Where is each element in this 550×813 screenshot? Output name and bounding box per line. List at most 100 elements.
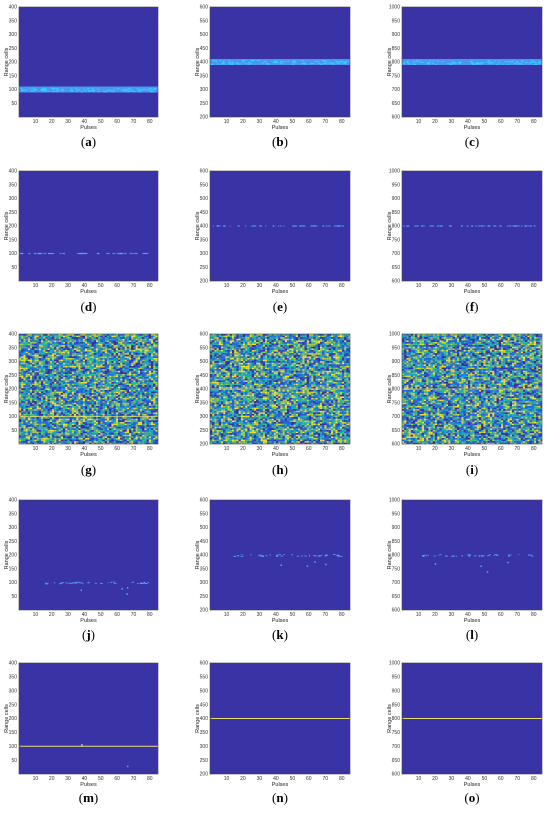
heatmap-cell: [104, 342, 107, 344]
heatmap-cell: [124, 378, 127, 381]
heatmap-cell: [27, 388, 30, 390]
heatmap-cell: [137, 354, 140, 357]
heatmap-cell: [54, 396, 57, 398]
heatmap-cell: [65, 358, 68, 360]
heatmap-cell: [96, 386, 99, 389]
heatmap-cell: [126, 394, 129, 397]
heatmap-cell: [52, 383, 55, 386]
heatmap-cell: [155, 334, 158, 336]
heatmap-cell: [45, 356, 48, 358]
heatmap-cell: [36, 430, 39, 432]
heatmap-cell: [155, 374, 158, 376]
heatmap-cell: [23, 425, 26, 427]
heatmap-cell: [144, 375, 147, 378]
heatmap-cell: [135, 430, 138, 432]
heatmap-cell: [47, 358, 50, 360]
heatmap-cell: [78, 385, 81, 387]
heatmap-cell: [98, 439, 101, 442]
heatmap-cell: [236, 63, 239, 65]
heatmap-cell: [140, 353, 143, 355]
heatmap-cell: [115, 362, 118, 365]
heatmap-cell: [151, 370, 154, 373]
heatmap-cell: [140, 438, 143, 440]
heatmap-cell: [118, 366, 121, 368]
heatmap-cell: [109, 377, 112, 379]
heatmap-cell: [49, 362, 52, 365]
heatmap-cell: [137, 425, 140, 427]
heatmap-cell: [126, 346, 129, 349]
heatmap-cell: [155, 399, 158, 402]
heatmap-cell: [87, 342, 90, 344]
heatmap-cell: [60, 399, 63, 402]
heatmap-cell: [25, 377, 28, 379]
heatmap-cell: [49, 420, 52, 422]
heatmap-cell: [60, 401, 63, 403]
heatmap-cell: [126, 361, 129, 363]
heatmap-cell: [91, 406, 94, 408]
heatmap-cell: [71, 383, 74, 386]
heatmap-cell: [30, 378, 33, 381]
heatmap-cell: [222, 63, 225, 65]
heatmap-cell: [129, 351, 132, 354]
heatmap-cell: [21, 396, 24, 398]
heatmap-cell: [113, 439, 116, 442]
heatmap-cell: [118, 441, 121, 443]
heatmap-cell: [58, 377, 61, 379]
heatmap-cell: [25, 374, 28, 376]
heatmap-cell: [23, 439, 26, 442]
heatmap-cell: [69, 375, 72, 378]
heatmap-cell: [124, 382, 127, 384]
heatmap-cell: [135, 417, 138, 419]
heatmap-cell: [151, 340, 154, 342]
heatmap-cell: [96, 370, 99, 373]
heatmap-cell: [80, 375, 83, 378]
heatmap-cell: [30, 409, 33, 411]
heatmap-cell: [124, 338, 127, 341]
heatmap-cell: [151, 356, 154, 358]
heatmap-cell: [122, 343, 125, 346]
heatmap-cell: [27, 406, 30, 408]
heatmap-cell: [111, 388, 114, 390]
heatmap-cell: [135, 346, 138, 349]
heatmap-cell: [56, 348, 59, 350]
heatmap-cell: [142, 383, 145, 386]
heatmap-cell: [82, 388, 85, 390]
heatmap-cell: [124, 334, 127, 336]
heatmap-cell: [80, 407, 83, 410]
heatmap-cell: [78, 380, 81, 382]
y-tick-label: 300: [200, 251, 209, 257]
heatmap-cell: [146, 412, 149, 414]
heatmap-cell: [23, 346, 26, 349]
heatmap-cell: [27, 417, 30, 419]
heatmap-cell: [47, 353, 50, 355]
heatmap-cell: [494, 225, 497, 227]
heatmap-cell: [142, 422, 145, 424]
heatmap-cell: [23, 359, 26, 362]
heatmap-cell: [140, 401, 143, 403]
heatmap-cell: [67, 422, 70, 424]
heatmap-cell: [310, 225, 312, 227]
heatmap-cell: [58, 383, 61, 386]
heatmap-cell: [146, 414, 149, 416]
heatmap-cell: [21, 402, 24, 405]
heatmap-cell: [41, 426, 44, 429]
heatmap-cell: [56, 359, 59, 362]
heatmap-cell: [104, 431, 107, 434]
heatmap-cell: [56, 374, 59, 376]
heatmap-cell: [63, 353, 66, 355]
heatmap-cell: [82, 362, 85, 365]
heatmap-cell: [34, 380, 37, 382]
heatmap-cell: [91, 356, 94, 358]
heatmap-cell: [47, 378, 50, 381]
x-tick-label: 70: [131, 283, 137, 289]
heatmap-cell: [41, 434, 44, 437]
heatmap-cell: [65, 348, 68, 350]
heatmap-cell: [118, 380, 121, 382]
heatmap-cell: [71, 422, 74, 424]
heatmap-cell: [89, 428, 92, 430]
heatmap-cell: [47, 359, 50, 362]
y-tick-label: 300: [9, 32, 18, 38]
heatmap-cell: [155, 348, 158, 350]
heatmap-cell: [60, 369, 63, 371]
x-tick-label: 40: [273, 283, 279, 289]
